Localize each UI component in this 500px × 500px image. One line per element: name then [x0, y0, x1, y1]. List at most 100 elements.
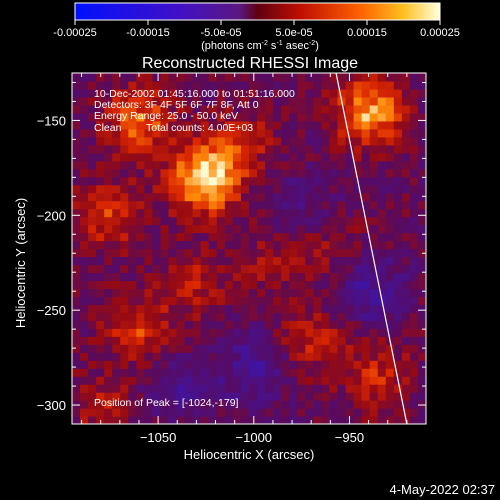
- heatmap-cell: [232, 328, 242, 337]
- heatmap-cell: [257, 232, 266, 242]
- heatmap-cell: [321, 248, 331, 258]
- heatmap-cell: [112, 320, 121, 329]
- heatmap-cell: [144, 128, 154, 138]
- heatmap-cell: [232, 192, 242, 202]
- heatmap-cell: [152, 184, 162, 194]
- heatmap-cell: [160, 176, 170, 186]
- heatmap-cell: [168, 216, 178, 226]
- heatmap-cell: [72, 400, 81, 409]
- heatmap-cell: [273, 296, 282, 305]
- heatmap-cell: [232, 376, 242, 385]
- heatmap-cell: [281, 304, 290, 313]
- heatmap-cell: [313, 400, 323, 409]
- heatmap-cell: [192, 384, 202, 393]
- heatmap-cell: [329, 168, 339, 178]
- heatmap-cell: [377, 73, 387, 82]
- heatmap-cell: [313, 352, 323, 361]
- heatmap-cell: [96, 73, 105, 82]
- heatmap-cell: [353, 320, 363, 329]
- heatmap-cell: [136, 368, 146, 377]
- heatmap-cell: [80, 312, 89, 321]
- heatmap-cell: [192, 256, 202, 266]
- heatmap-cell: [353, 336, 363, 345]
- heatmap-cell: [72, 368, 81, 377]
- heatmap-cell: [224, 96, 234, 106]
- heatmap-cell: [184, 312, 194, 321]
- heatmap-cell: [168, 80, 178, 90]
- heatmap-cell: [128, 400, 137, 409]
- heatmap-cell: [409, 200, 419, 210]
- heatmap-cell: [240, 320, 250, 329]
- heatmap-cell: [128, 352, 137, 361]
- heatmap-cell: [96, 384, 105, 393]
- heatmap-cell: [329, 136, 339, 146]
- heatmap-cell: [96, 272, 105, 282]
- heatmap-cell: [377, 88, 387, 98]
- heatmap-cell: [96, 152, 105, 162]
- heatmap-cell: [289, 368, 298, 377]
- heatmap-cell: [192, 416, 202, 424]
- heatmap-cell: [232, 168, 242, 178]
- heatmap-cell: [168, 360, 178, 369]
- heatmap-cell: [192, 336, 202, 345]
- heatmap-cell: [321, 216, 331, 226]
- heatmap-cell: [369, 128, 379, 138]
- heatmap-cell: [184, 336, 194, 345]
- x-axis: −1050 −1000 −950: [81, 73, 427, 445]
- heatmap-cell: [409, 288, 419, 297]
- heatmap-cell: [377, 104, 387, 114]
- heatmap-cell: [313, 168, 323, 178]
- heatmap-cell: [377, 128, 387, 138]
- chart-title: Reconstructed RHESSI Image: [142, 55, 358, 72]
- heatmap-cell: [176, 256, 186, 266]
- heatmap-cell: [337, 256, 347, 266]
- heatmap-cell: [144, 360, 154, 369]
- heatmap-cell: [232, 208, 242, 218]
- heatmap-cell: [200, 328, 210, 337]
- heatmap-cell: [96, 368, 105, 377]
- heatmap-cell: [80, 304, 89, 313]
- heatmap-cell: [120, 80, 129, 90]
- heatmap-cell: [128, 104, 137, 114]
- heatmap-cell: [96, 184, 105, 194]
- heatmap-cell: [184, 224, 194, 234]
- heatmap-cell: [88, 104, 97, 114]
- heatmap-cell: [176, 176, 186, 186]
- heatmap-cell: [369, 104, 379, 114]
- heatmap-cell: [337, 320, 347, 329]
- heatmap-cell: [353, 112, 363, 122]
- heatmap-cell: [305, 400, 314, 409]
- heatmap-cell: [128, 232, 137, 242]
- heatmap-cell: [208, 368, 218, 377]
- heatmap-cell: [281, 336, 290, 345]
- heatmap-cell: [112, 336, 121, 345]
- heatmap-cell: [305, 304, 314, 313]
- heatmap-cell: [273, 248, 282, 258]
- heatmap-cell: [281, 408, 290, 417]
- heatmap-cell: [417, 352, 426, 361]
- heatmap-cell: [409, 136, 419, 146]
- heatmap-cell: [377, 344, 387, 353]
- heatmap-cell: [305, 192, 314, 202]
- heatmap-cell: [321, 73, 331, 82]
- heatmap-cell: [152, 368, 162, 377]
- heatmap-cell: [120, 120, 129, 130]
- heatmap-cell: [136, 376, 146, 385]
- heatmap-cell: [321, 400, 331, 409]
- heatmap-cell: [417, 376, 426, 385]
- heatmap-cell: [257, 416, 266, 424]
- heatmap-cell: [136, 104, 146, 114]
- heatmap-cell: [289, 192, 298, 202]
- heatmap-cell: [249, 208, 258, 218]
- heatmap-cell: [224, 352, 234, 361]
- heatmap-cell: [361, 136, 371, 146]
- heatmap-cell: [112, 384, 121, 393]
- heatmap-cell: [369, 88, 379, 98]
- heatmap-cell: [313, 80, 323, 90]
- heatmap-cell: [72, 160, 81, 170]
- heatmap-cell: [353, 272, 363, 282]
- heatmap-cell: [361, 296, 371, 305]
- heatmap-cell: [200, 136, 210, 146]
- heatmap-cell: [224, 368, 234, 377]
- heatmap-cell: [273, 400, 282, 409]
